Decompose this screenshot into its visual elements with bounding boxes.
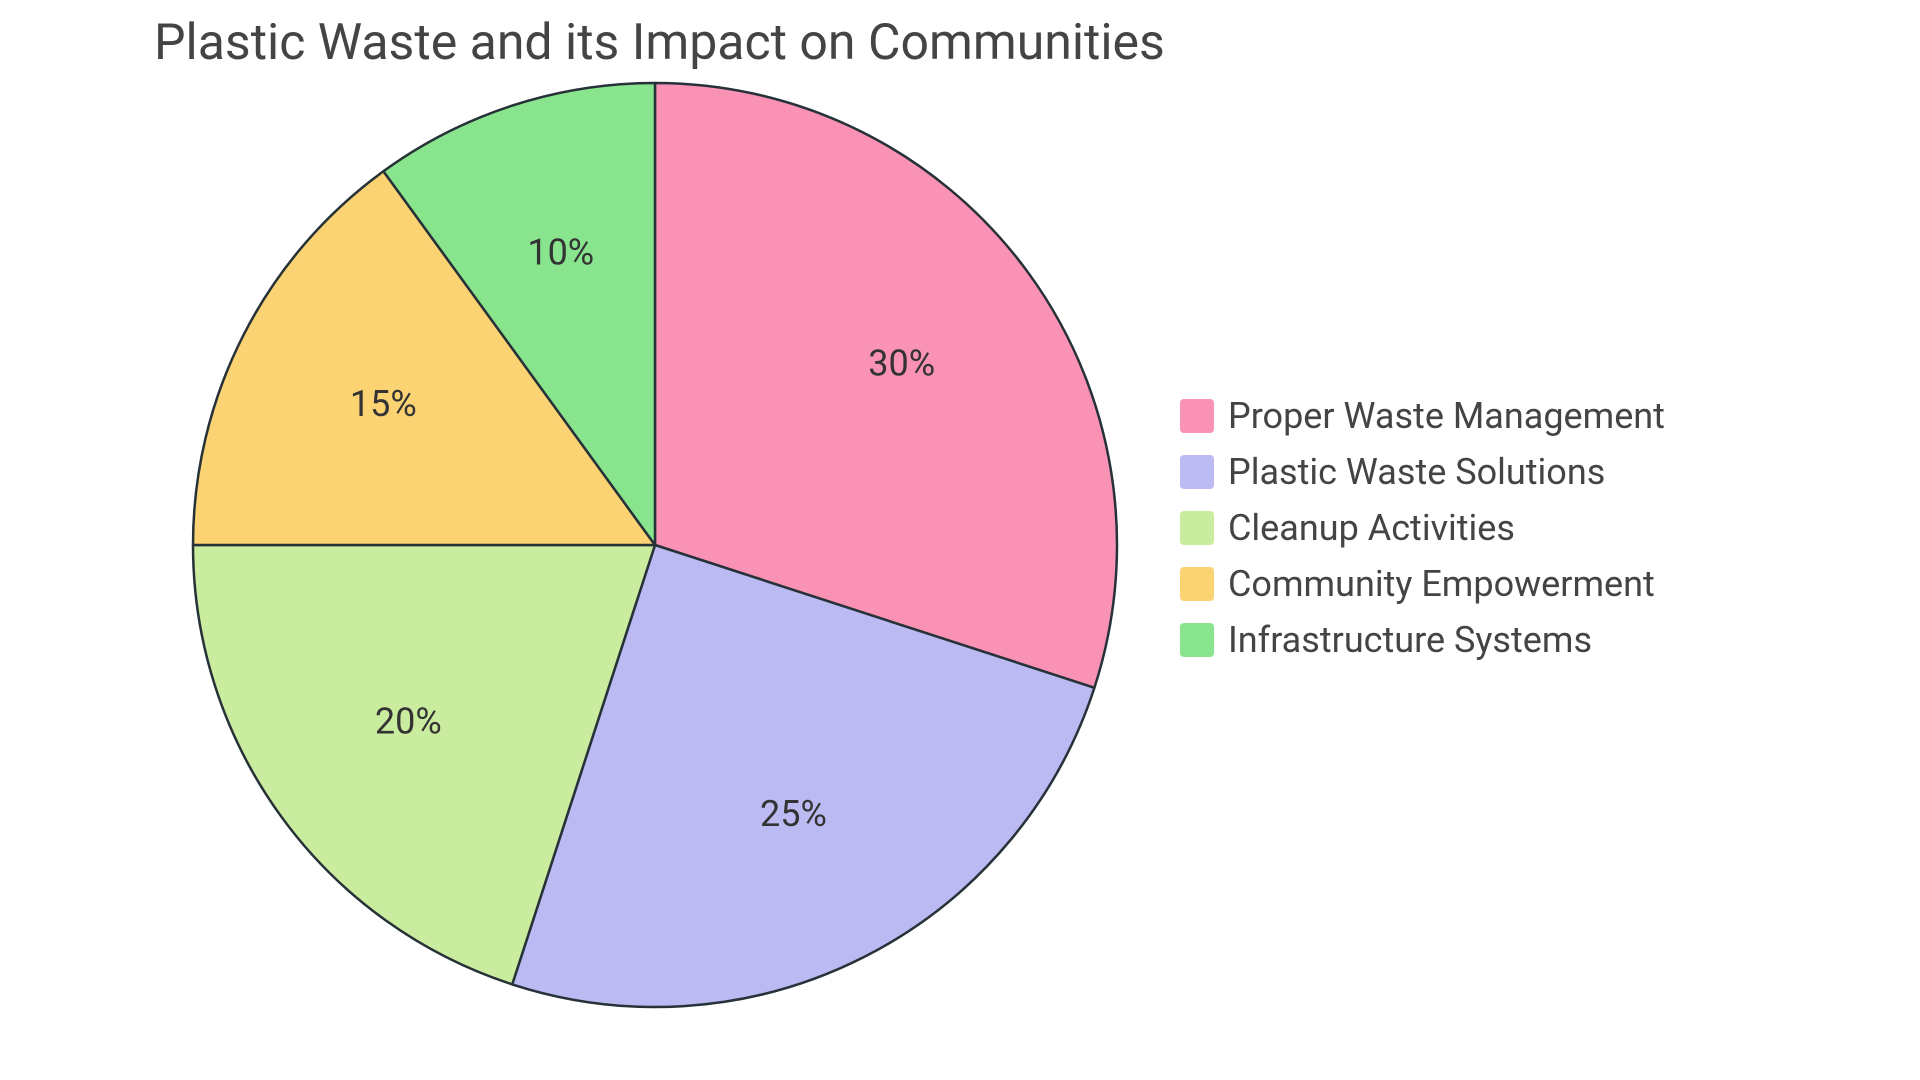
slice-percent-label: 25% <box>760 793 827 835</box>
slice-percent-label: 10% <box>527 232 594 274</box>
legend-item: Infrastructure Systems <box>1180 619 1665 661</box>
chart-title: Plastic Waste and its Impact on Communit… <box>154 14 1165 72</box>
legend-swatch <box>1180 623 1214 657</box>
legend-swatch <box>1180 511 1214 545</box>
pie-chart: 30% 25% 20% 15% 10% <box>189 79 1121 1011</box>
legend-swatch <box>1180 455 1214 489</box>
legend-item: Plastic Waste Solutions <box>1180 451 1665 493</box>
legend-label: Cleanup Activities <box>1228 507 1515 549</box>
pie-chart-container: Plastic Waste and its Impact on Communit… <box>0 0 1920 1080</box>
legend-label: Community Empowerment <box>1228 563 1655 605</box>
legend-swatch <box>1180 567 1214 601</box>
legend: Proper Waste Management Plastic Waste Sol… <box>1180 395 1665 675</box>
legend-label: Proper Waste Management <box>1228 395 1665 437</box>
slice-percent-label: 20% <box>375 701 442 743</box>
legend-item: Community Empowerment <box>1180 563 1665 605</box>
legend-swatch <box>1180 399 1214 433</box>
slice-percent-label: 15% <box>350 383 417 425</box>
slice-percent-label: 30% <box>868 342 935 384</box>
legend-item: Cleanup Activities <box>1180 507 1665 549</box>
legend-item: Proper Waste Management <box>1180 395 1665 437</box>
legend-label: Plastic Waste Solutions <box>1228 451 1605 493</box>
legend-label: Infrastructure Systems <box>1228 619 1592 661</box>
